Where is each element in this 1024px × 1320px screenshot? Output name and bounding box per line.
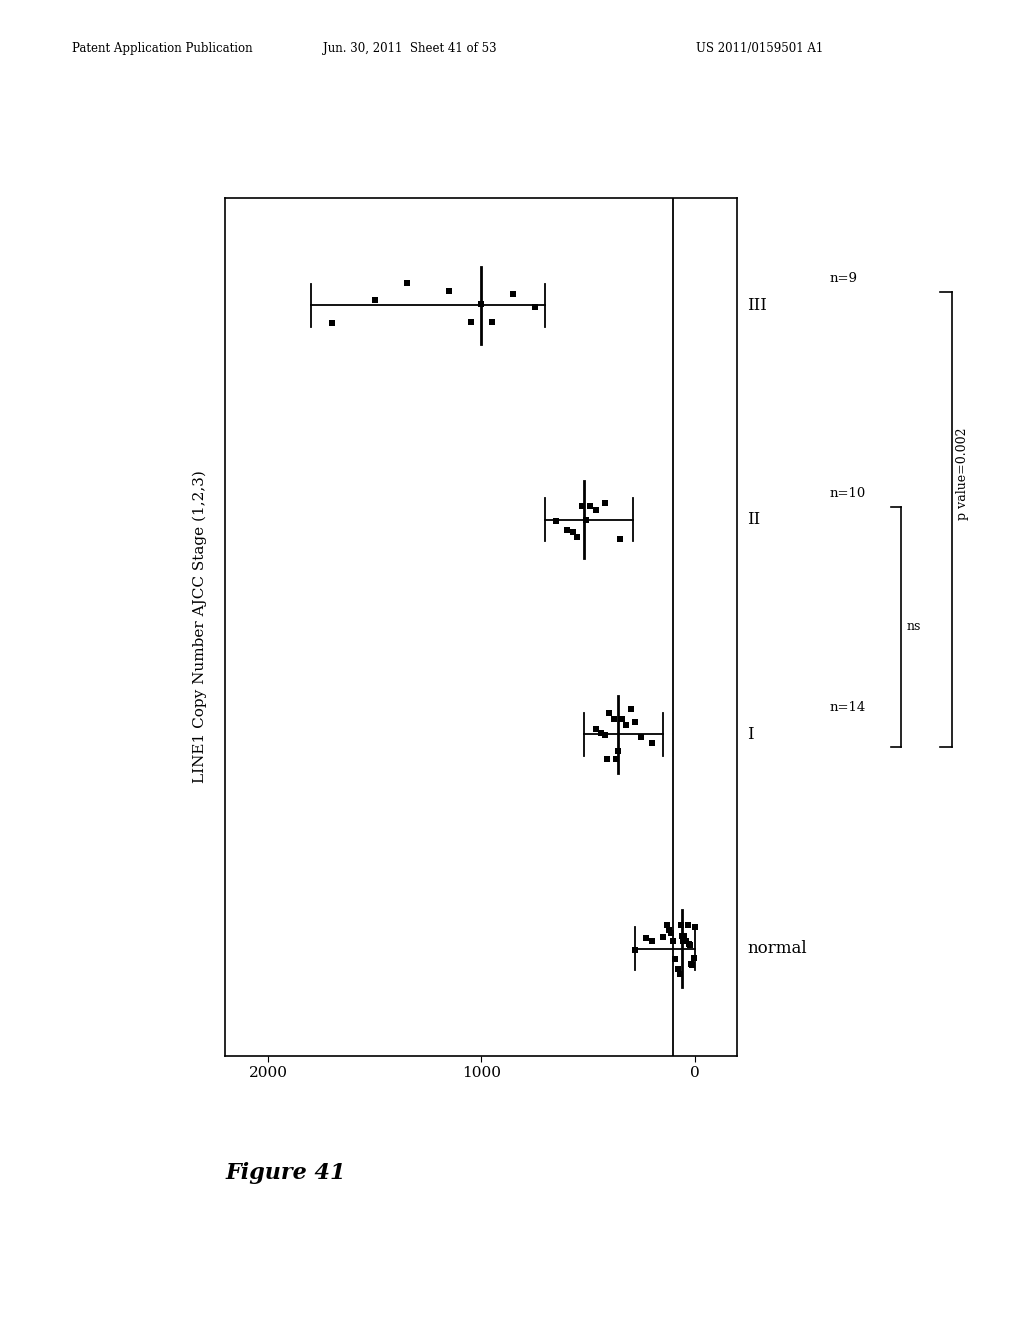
Y-axis label: LINE1 Copy Number AJCC Stage (1,2,3): LINE1 Copy Number AJCC Stage (1,2,3) [193, 470, 207, 784]
Text: n=10: n=10 [829, 487, 865, 500]
Text: ns: ns [906, 620, 921, 634]
Text: I: I [748, 726, 754, 743]
Text: Figure 41: Figure 41 [225, 1162, 346, 1184]
Text: normal: normal [748, 940, 807, 957]
Text: Patent Application Publication: Patent Application Publication [72, 42, 252, 55]
Text: n=9: n=9 [829, 272, 857, 285]
Text: II: II [748, 511, 761, 528]
Text: Jun. 30, 2011  Sheet 41 of 53: Jun. 30, 2011 Sheet 41 of 53 [323, 42, 497, 55]
Text: III: III [748, 297, 767, 314]
Text: n=14: n=14 [829, 701, 865, 714]
Text: p value=0.002: p value=0.002 [956, 428, 969, 520]
Text: US 2011/0159501 A1: US 2011/0159501 A1 [696, 42, 823, 55]
